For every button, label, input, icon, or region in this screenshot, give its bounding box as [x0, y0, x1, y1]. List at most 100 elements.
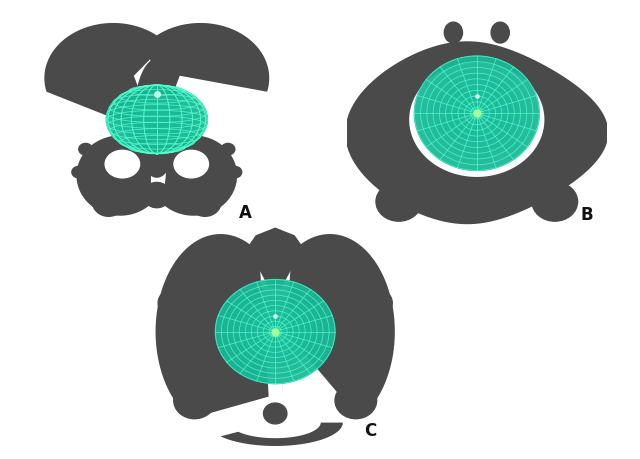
Ellipse shape [252, 311, 299, 353]
Ellipse shape [122, 95, 192, 143]
Ellipse shape [147, 110, 167, 124]
Ellipse shape [124, 96, 189, 141]
Ellipse shape [218, 282, 332, 381]
Ellipse shape [417, 59, 536, 168]
Ellipse shape [152, 113, 162, 120]
Ellipse shape [139, 106, 175, 129]
Ellipse shape [106, 85, 207, 154]
Ellipse shape [427, 67, 527, 159]
Polygon shape [147, 23, 269, 133]
Ellipse shape [174, 382, 216, 419]
Ellipse shape [134, 102, 180, 133]
Ellipse shape [444, 22, 463, 43]
Ellipse shape [105, 150, 140, 178]
Polygon shape [163, 136, 237, 216]
Ellipse shape [414, 56, 540, 170]
Ellipse shape [149, 112, 164, 122]
Polygon shape [246, 228, 304, 287]
Ellipse shape [455, 93, 499, 133]
Ellipse shape [79, 143, 93, 155]
Ellipse shape [361, 139, 385, 165]
Ellipse shape [234, 295, 317, 368]
Ellipse shape [376, 182, 422, 221]
Ellipse shape [154, 115, 159, 118]
Ellipse shape [491, 22, 509, 43]
Ellipse shape [93, 188, 125, 216]
Ellipse shape [366, 343, 387, 367]
Ellipse shape [442, 82, 511, 145]
Ellipse shape [227, 290, 323, 373]
Ellipse shape [225, 287, 326, 376]
Ellipse shape [136, 104, 177, 131]
Ellipse shape [111, 88, 202, 150]
Ellipse shape [243, 303, 308, 360]
Ellipse shape [114, 90, 200, 148]
Polygon shape [221, 423, 343, 446]
Ellipse shape [174, 150, 209, 178]
Ellipse shape [430, 70, 524, 156]
Ellipse shape [569, 139, 593, 165]
Ellipse shape [266, 324, 284, 339]
Ellipse shape [106, 85, 207, 154]
Ellipse shape [269, 326, 281, 337]
Ellipse shape [467, 105, 486, 122]
Ellipse shape [129, 99, 184, 137]
Ellipse shape [452, 90, 502, 136]
Text: A: A [239, 204, 252, 222]
Ellipse shape [449, 88, 505, 139]
Ellipse shape [228, 166, 242, 178]
Ellipse shape [436, 76, 517, 151]
Text: B: B [581, 206, 593, 224]
Text: C: C [364, 421, 376, 440]
Ellipse shape [250, 250, 264, 265]
Ellipse shape [143, 182, 171, 207]
Ellipse shape [236, 298, 314, 365]
Ellipse shape [221, 285, 329, 378]
Ellipse shape [158, 291, 179, 315]
Ellipse shape [464, 102, 490, 125]
Ellipse shape [216, 280, 335, 384]
Ellipse shape [163, 343, 184, 367]
Ellipse shape [414, 56, 540, 170]
Polygon shape [44, 23, 166, 133]
Polygon shape [345, 41, 609, 224]
Ellipse shape [439, 79, 515, 147]
Ellipse shape [230, 292, 320, 370]
Polygon shape [156, 234, 269, 419]
Ellipse shape [445, 84, 508, 142]
Ellipse shape [335, 382, 376, 419]
Ellipse shape [189, 188, 221, 216]
Ellipse shape [470, 107, 483, 119]
Ellipse shape [263, 321, 287, 342]
Ellipse shape [257, 316, 293, 347]
Ellipse shape [287, 250, 300, 265]
Ellipse shape [459, 189, 495, 215]
Ellipse shape [119, 93, 195, 145]
Ellipse shape [264, 403, 287, 424]
Ellipse shape [116, 91, 197, 146]
Polygon shape [282, 234, 395, 419]
Ellipse shape [358, 100, 382, 126]
Ellipse shape [254, 313, 296, 350]
Ellipse shape [424, 65, 530, 162]
Polygon shape [76, 136, 151, 216]
Ellipse shape [144, 109, 170, 126]
Ellipse shape [248, 308, 302, 355]
Ellipse shape [141, 107, 172, 128]
Ellipse shape [371, 291, 392, 315]
Ellipse shape [458, 96, 495, 130]
Ellipse shape [221, 143, 235, 155]
Polygon shape [134, 59, 180, 178]
Ellipse shape [433, 73, 520, 153]
Ellipse shape [132, 101, 182, 135]
Polygon shape [409, 62, 545, 177]
Ellipse shape [474, 110, 480, 116]
Ellipse shape [216, 280, 335, 384]
Ellipse shape [532, 182, 577, 221]
Ellipse shape [572, 100, 595, 126]
Ellipse shape [461, 99, 492, 128]
Ellipse shape [72, 166, 86, 178]
Ellipse shape [260, 319, 290, 345]
Ellipse shape [272, 329, 278, 334]
Ellipse shape [239, 300, 311, 363]
